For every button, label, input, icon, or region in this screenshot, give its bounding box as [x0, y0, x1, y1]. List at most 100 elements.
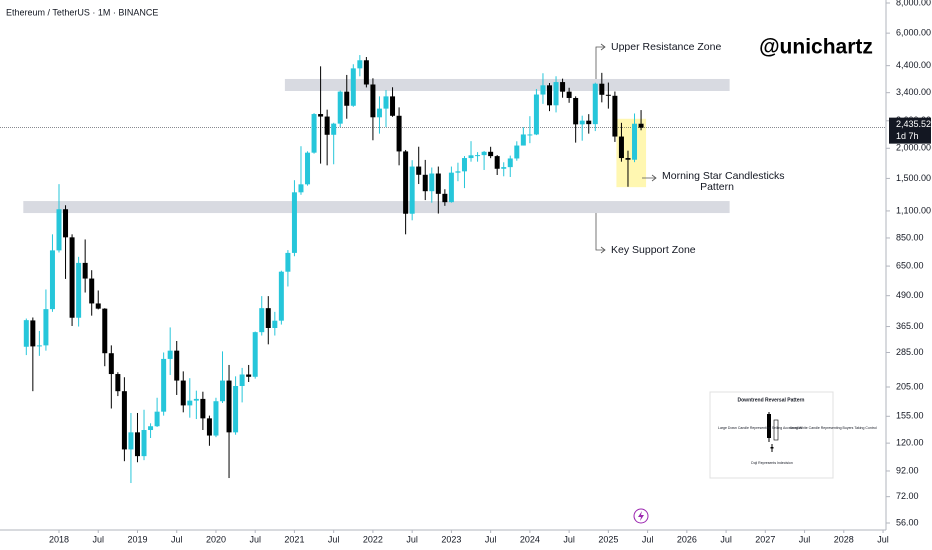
candle-body: [618, 136, 624, 159]
x-tick-label: Jul: [92, 534, 104, 544]
x-tick-label: Jul: [642, 534, 654, 544]
candle-body: [89, 278, 95, 304]
candle-body: [134, 432, 140, 457]
candle-body: [161, 358, 167, 412]
x-tick-label: Jul: [485, 534, 497, 544]
candle-body: [246, 374, 252, 377]
candle-body: [376, 108, 382, 118]
candle-body: [239, 374, 245, 386]
y-tick-label: 1,500.00: [896, 173, 931, 183]
x-tick-label: Jul: [720, 534, 732, 544]
y-tick-label: 8,000.00: [896, 0, 931, 7]
candle-body: [501, 167, 507, 169]
candle-body: [520, 134, 526, 146]
x-tick-label: Jul: [171, 534, 183, 544]
y-tick-label: 120.00: [896, 438, 924, 448]
countdown-label: 1d 7h: [896, 131, 919, 141]
candle-body: [540, 85, 546, 95]
candle-body: [481, 151, 487, 156]
x-tick-label: 2023: [441, 534, 461, 544]
candle-body: [566, 91, 572, 98]
candle-body: [390, 96, 396, 116]
inset: Downtrend Reversal Pattern Large Down Can…: [709, 391, 877, 479]
candle-body: [337, 91, 343, 124]
candle-body: [174, 350, 180, 381]
candle-body: [278, 271, 284, 321]
candle-body: [396, 115, 402, 152]
y-tick-label: 92.00: [896, 465, 919, 475]
x-tick-label: 2019: [127, 534, 147, 544]
candle-body: [128, 432, 134, 450]
candle-body: [43, 309, 49, 346]
candle-body: [272, 320, 278, 328]
candle-body: [573, 97, 579, 125]
candle-body: [200, 398, 206, 419]
zone: [23, 201, 730, 214]
y-tick-label: 4,400.00: [896, 60, 931, 70]
candle-body: [141, 430, 147, 457]
candle-body: [533, 94, 539, 135]
candle-body: [416, 166, 422, 175]
last-price-label: 2,435.52: [896, 119, 931, 129]
candle-body: [507, 158, 513, 168]
x-tick-label: 2027: [755, 534, 775, 544]
y-tick-label: 365.00: [896, 321, 924, 331]
inset-candle: [770, 447, 774, 449]
candle-body: [383, 96, 389, 109]
candle-body: [324, 116, 330, 135]
candle-body: [468, 155, 474, 159]
candle-body: [56, 209, 62, 251]
candle-body: [305, 152, 311, 185]
candle-body: [76, 262, 82, 318]
inset-candle: [767, 414, 771, 438]
y-tick-label: 650.00: [896, 260, 924, 270]
y-tick-label: 205.00: [896, 381, 924, 391]
event-icon-bolt: [638, 511, 644, 521]
y-tick-label: 155.00: [896, 411, 924, 421]
candle-body: [193, 398, 199, 401]
zone: [284, 78, 730, 91]
inset-box: [709, 391, 834, 479]
x-tick-label: 2020: [206, 534, 226, 544]
annotation-arrow: [595, 213, 606, 254]
x-tick-label: Jul: [563, 534, 575, 544]
candle-body: [23, 320, 29, 347]
candle-body: [363, 60, 369, 85]
candle-body: [488, 151, 494, 157]
pattern-label: Pattern: [700, 181, 734, 193]
candle-body: [448, 172, 454, 203]
candle-body: [226, 380, 232, 433]
x-tick-label: Jul: [877, 534, 889, 544]
x-tick-label: 2025: [598, 534, 618, 544]
candle-body: [265, 308, 271, 328]
y-tick-label: 56.00: [896, 517, 919, 527]
annotation-arrow: [595, 43, 606, 79]
candle-body: [455, 171, 461, 173]
candle-body: [285, 252, 291, 272]
event-icon[interactable]: [633, 508, 649, 524]
x-tick-label: 2028: [834, 534, 854, 544]
candle-body: [370, 84, 376, 118]
x-tick-label: Jul: [406, 534, 418, 544]
x-tick-label: 2024: [520, 534, 540, 544]
x-tick-label: Jul: [249, 534, 261, 544]
candle-body: [435, 173, 441, 194]
candle-body: [586, 120, 592, 125]
candle-body: [311, 114, 317, 153]
candle-body: [102, 308, 108, 354]
candle-body: [213, 401, 219, 436]
y-tick-label: 6,000.00: [896, 28, 931, 38]
candle-body: [461, 158, 467, 172]
candle-body: [95, 303, 101, 309]
candle-body: [252, 332, 258, 377]
y-tick-label: 285.00: [896, 347, 924, 357]
candle-body: [560, 82, 566, 92]
candle-body: [30, 320, 36, 347]
candle-body: [403, 151, 409, 214]
candle-body: [331, 123, 337, 135]
candle-body: [167, 350, 173, 359]
candle-body: [357, 60, 363, 69]
candle-body: [69, 237, 75, 318]
candle-body: [494, 156, 500, 169]
